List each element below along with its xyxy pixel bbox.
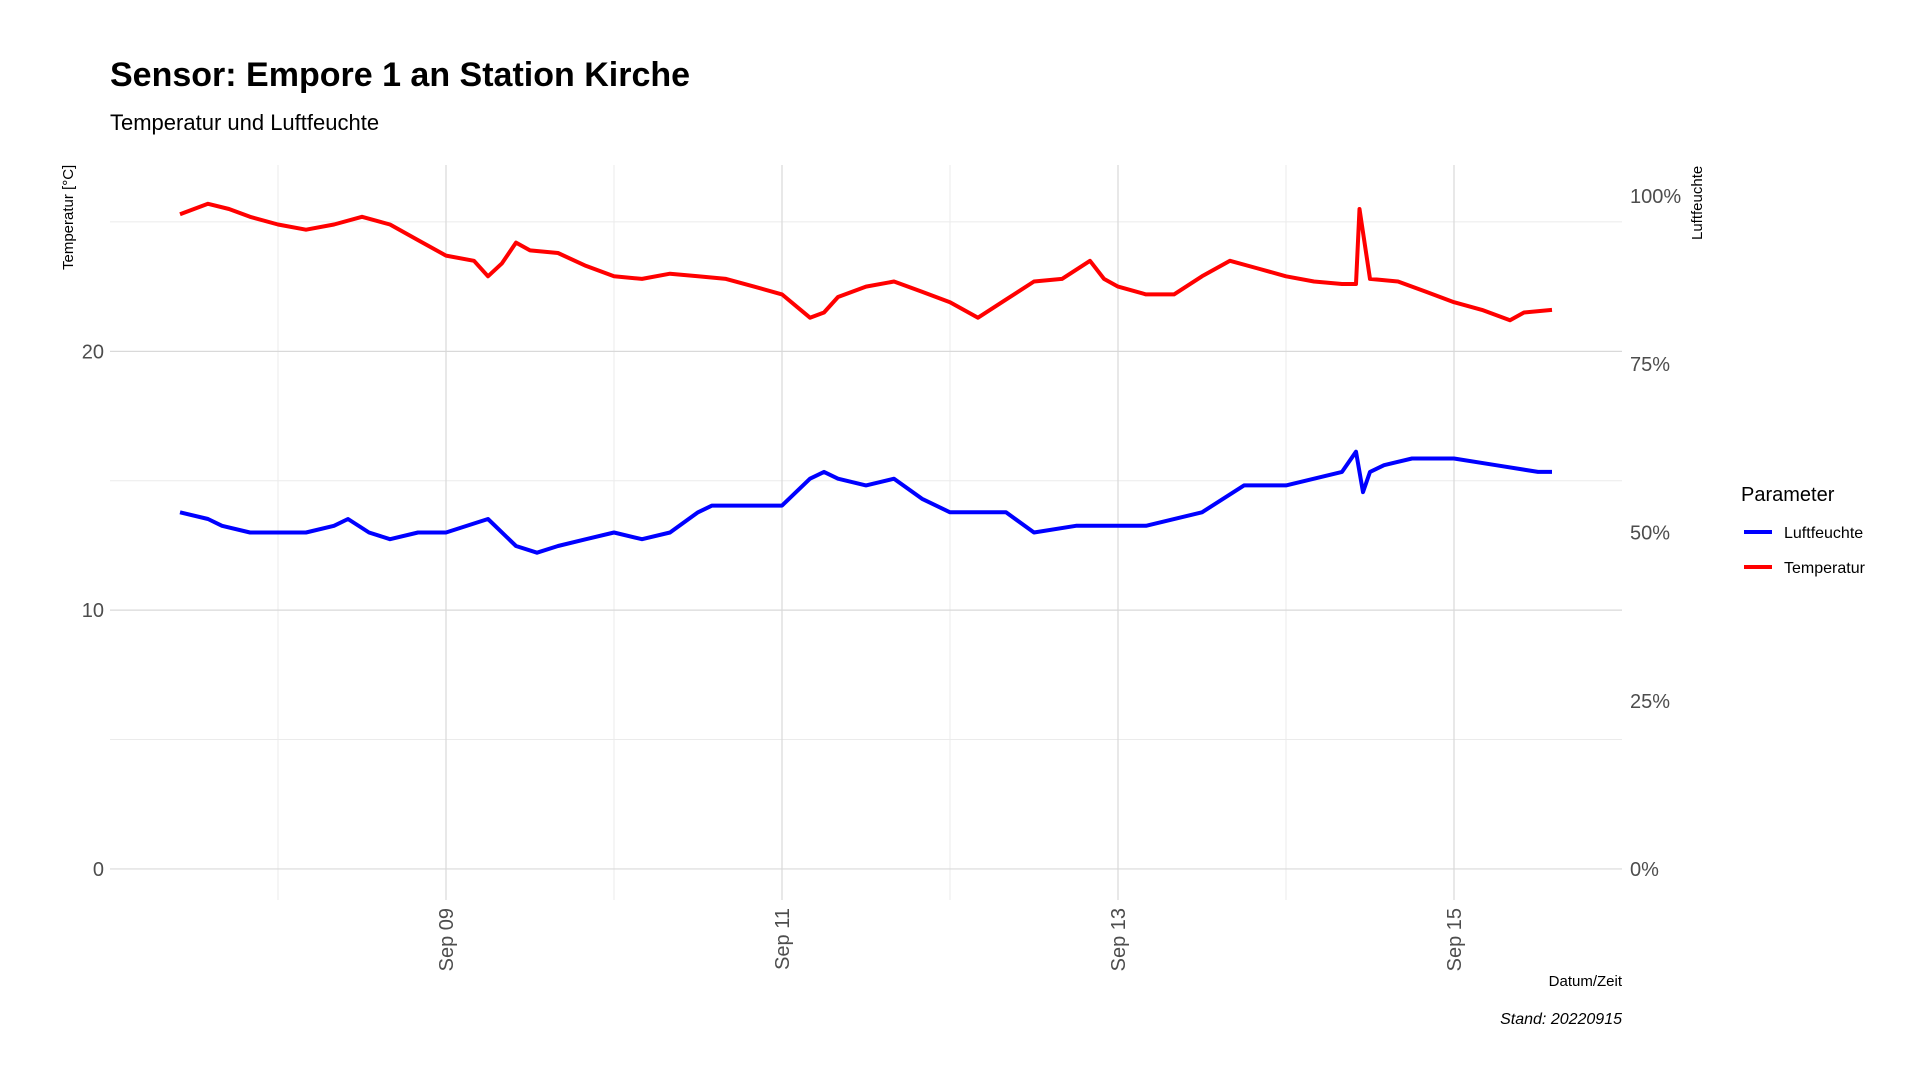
series-line-luftfeuchte: [179, 449, 1552, 555]
x-tick-label: Sep 11: [772, 908, 794, 970]
minor-gridlines: [110, 165, 1622, 900]
major-gridlines: [110, 165, 1622, 900]
y2-tick-label: 25%: [1630, 691, 1670, 713]
legend: Parameter Luftfeuchte Temperatur: [1741, 484, 1866, 577]
x-tick-label: Sep 09: [436, 908, 458, 971]
legend-label-temperatur: Temperatur: [1784, 560, 1866, 577]
caption: Stand: 20220915: [1500, 1011, 1622, 1028]
x-axis-label: Datum/Zeit: [1549, 973, 1623, 990]
y2-axis-label: Luftfeuchte: [1689, 166, 1706, 240]
y-tick-label: 20: [82, 341, 104, 363]
y-axis-label: Temperatur [°C]: [60, 165, 77, 270]
y2-tick-label: 0%: [1630, 859, 1659, 881]
legend-title: Parameter: [1741, 484, 1835, 506]
y2-tick-label: 100%: [1630, 186, 1681, 208]
y-tick-label: 0: [93, 859, 104, 881]
legend-label-luftfeuchte: Luftfeuchte: [1784, 525, 1863, 542]
y2-tick-label: 75%: [1630, 354, 1670, 376]
y2-tick-label: 50%: [1630, 523, 1670, 545]
y-axis-right: 0% 25% 50% 75% 100%: [1630, 186, 1681, 881]
series-lines: [179, 201, 1553, 555]
series-line-temperatur: [179, 201, 1553, 323]
x-tick-label: Sep 15: [1444, 908, 1466, 971]
y-tick-label: 10: [82, 600, 104, 622]
chart-title: Sensor: Empore 1 an Station Kirche: [110, 56, 690, 94]
chart-subtitle: Temperatur und Luftfeuchte: [110, 110, 379, 135]
y-axis-left: 0 10 20: [82, 341, 104, 881]
x-axis: Sep 09 Sep 11 Sep 13 Sep 15: [436, 908, 1466, 971]
x-tick-label: Sep 13: [1108, 908, 1130, 971]
